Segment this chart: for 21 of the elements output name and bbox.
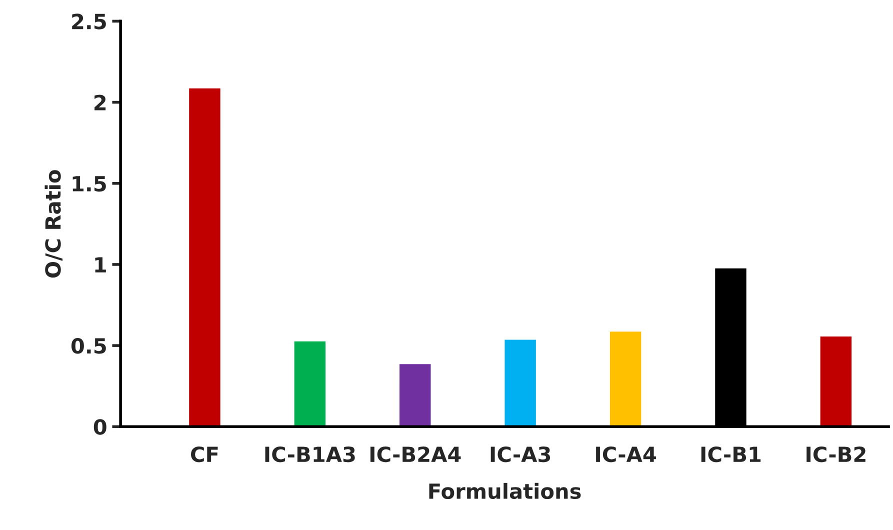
y-tick-label: 2.5 [72,14,106,30]
bar [503,338,538,427]
x-tick-label: IC-A4 [596,446,656,462]
y-tick-label: 1.5 [72,176,106,192]
bar [608,330,643,427]
x-tick-label: IC-B1A3 [265,446,355,462]
bar [188,87,222,427]
x-tick-label: IC-B1 [701,446,761,462]
x-tick-label: IC-A3 [490,446,550,462]
x-tick-label: IC-B2 [806,446,866,462]
y-axis-title: O/C Ratio [44,170,62,278]
bar [398,362,432,427]
y-tick-label: 1 [95,257,106,272]
y-tick-label: 0 [94,419,106,435]
y-tick-label: 0.5 [71,338,106,354]
x-tick-label: IC-B2A4 [370,446,461,462]
y-tick-label: 2 [94,94,106,110]
x-axis-title: Formulations [429,482,581,500]
x-tick-label: CF [190,446,218,462]
bar [292,340,327,427]
bar [818,335,853,427]
